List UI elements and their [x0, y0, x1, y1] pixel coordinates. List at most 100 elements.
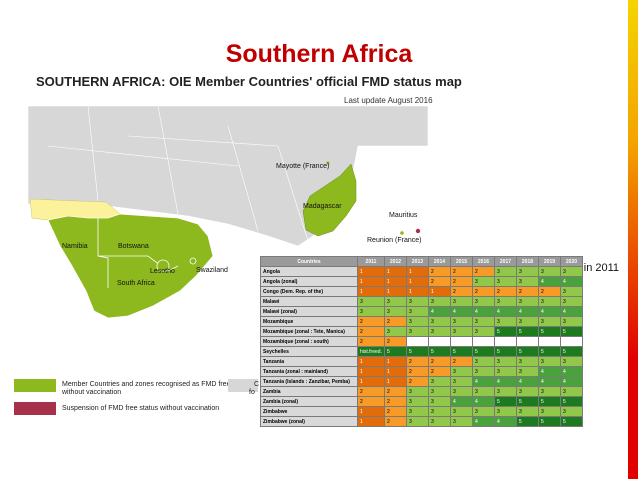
roadmap-stage-cell: 3 — [449, 386, 473, 397]
roadmap-country: Angola — [260, 266, 358, 277]
map-subtitle: SOUTHERN AFRICA: OIE Member Countries' o… — [36, 74, 462, 89]
roadmap-stage-cell: 3 — [405, 416, 429, 427]
label-mayotte: Mayotte (France) — [276, 163, 330, 170]
region-mauritius — [415, 228, 421, 234]
roadmap-stage-cell: 3 — [559, 406, 583, 417]
roadmap-stage-cell: 2 — [383, 416, 407, 427]
roadmap-stage-cell: 3 — [515, 386, 539, 397]
roadmap-country: Mozambique (zonal : Tete, Manica) — [260, 326, 358, 337]
roadmap-stage-cell: 3 — [537, 406, 561, 417]
roadmap-stage-cell: 3 — [405, 386, 429, 397]
legend-other-swatch — [228, 379, 258, 392]
roadmap-stage-cell: 2 — [405, 356, 429, 367]
roadmap-stage-cell: 5 — [493, 346, 517, 357]
region-southern-free — [47, 213, 214, 319]
roadmap-country: Zambia (zonal) — [260, 396, 358, 407]
roadmap-stage-cell: 1 — [383, 266, 407, 277]
legend-free-label: Member Countries and zones recognised as… — [62, 381, 231, 396]
roadmap-row: Malawi 3 3 3 3 3 3 3 3 3 3 — [260, 296, 583, 307]
roadmap-stage-cell: 2 — [357, 326, 385, 337]
roadmap-stage-cell: 3 — [427, 416, 451, 427]
roadmap-stage-cell: 1 — [357, 416, 385, 427]
roadmap-stage-cell: 4 — [515, 376, 539, 387]
roadmap-country: Malawi — [260, 296, 358, 307]
roadmap-stage-cell: 3 — [559, 356, 583, 367]
region-madagascar — [302, 163, 357, 237]
roadmap-stage-cell: 5 — [559, 326, 583, 337]
roadmap-stage-cell: 3 — [493, 266, 517, 277]
roadmap-header-year: 2020 — [559, 256, 583, 267]
roadmap-stage-cell: 5 — [493, 396, 517, 407]
roadmap-country: Tanzania (Islands : Zanzibar, Pemba) — [260, 376, 358, 387]
roadmap-stage-cell: 2 — [537, 286, 561, 297]
roadmap-header-year: 2012 — [383, 256, 407, 267]
roadmap-stage-cell — [537, 336, 561, 347]
roadmap-header-year: 2019 — [537, 256, 561, 267]
roadmap-stage-cell: 5 — [537, 416, 561, 427]
roadmap-stage-cell — [405, 336, 429, 347]
roadmap-stage-cell: 4 — [449, 396, 473, 407]
roadmap-row: Zambia 2 2 3 3 3 3 3 3 3 3 — [260, 386, 583, 397]
roadmap-stage-cell: 5 — [537, 346, 561, 357]
roadmap-row: Tanzania (zonal : mainland) 1 1 2 2 3 3 3 3 4 4 — [260, 366, 583, 377]
roadmap-stage-cell: 2 — [449, 356, 473, 367]
roadmap-stage-cell: 1 — [405, 286, 429, 297]
roadmap-stage-cell: 3 — [537, 316, 561, 327]
roadmap-stage-cell: 1 — [357, 376, 385, 387]
roadmap-stage-cell: 5 — [405, 346, 429, 357]
roadmap-stage-cell: 3 — [515, 406, 539, 417]
roadmap-row: Zimbabwe (zonal) 1 2 3 3 3 4 4 5 5 5 — [260, 416, 583, 427]
border-lines — [47, 106, 309, 242]
roadmap-stage-cell: 5 — [515, 346, 539, 357]
roadmap-stage-cell: 3 — [449, 376, 473, 387]
roadmap-stage-cell: 1 — [427, 286, 451, 297]
roadmap-stage-cell: 3 — [493, 356, 517, 367]
roadmap-stage-cell: 3 — [449, 296, 473, 307]
roadmap-stage-cell: 5 — [427, 346, 451, 357]
roadmap-country: Zambia — [260, 386, 358, 397]
roadmap-country: Zimbabwe — [260, 406, 358, 417]
roadmap-row: Zambia (zonal) 2 2 3 3 4 4 5 5 5 5 — [260, 396, 583, 407]
roadmap-stage-cell: 1 — [357, 356, 385, 367]
roadmap-stage-cell: 3 — [471, 386, 495, 397]
roadmap-stage-cell: 4 — [537, 366, 561, 377]
roadmap-stage-cell: 4 — [559, 366, 583, 377]
roadmap-stage-cell: 5 — [493, 326, 517, 337]
roadmap-stage-cell: 2 — [357, 386, 385, 397]
roadmap-row: Mozambique 2 2 3 3 3 3 3 3 3 3 — [260, 316, 583, 327]
map-last-update: Last update August 2016 — [344, 96, 433, 105]
roadmap-stage-cell: 2 — [515, 286, 539, 297]
roadmap-stage-cell: 3 — [427, 396, 451, 407]
roadmap-stage-cell: 5 — [471, 346, 495, 357]
roadmap-stage-cell: 3 — [493, 366, 517, 377]
page-title: Southern Africa — [225, 40, 413, 68]
roadmap-stage-cell: 4 — [427, 306, 451, 317]
label-south-africa: South Africa — [117, 280, 155, 287]
roadmap-row: Mozambique (zonal : south) 2 2 — [260, 336, 583, 347]
roadmap-stage-cell: 2 — [383, 336, 407, 347]
roadmap-stage-cell: 2 — [383, 406, 407, 417]
roadmap-stage-cell: 3 — [449, 326, 473, 337]
roadmap-header-row: Countries 2011 2012 2013 2014 2015 2016 2017 201… — [260, 256, 583, 267]
roadmap-stage-cell: 3 — [449, 406, 473, 417]
roadmap-stage-cell: 4 — [537, 376, 561, 387]
roadmap-stage-cell: 4 — [471, 306, 495, 317]
roadmap-stage-cell: 3 — [471, 366, 495, 377]
roadmap-stage-cell: 3 — [471, 326, 495, 337]
roadmap-header-year: 2018 — [515, 256, 539, 267]
label-madagascar: Madagascar — [303, 203, 342, 210]
roadmap-stage-cell: 2 — [357, 396, 385, 407]
roadmap-stage-cell: 3 — [559, 316, 583, 327]
roadmap-stage-cell: 3 — [405, 316, 429, 327]
roadmap-stage-cell — [515, 336, 539, 347]
roadmap-stage-cell: 3 — [405, 326, 429, 337]
roadmap-stage-cell: 2 — [405, 376, 429, 387]
roadmap-stage-cell: 5 — [559, 346, 583, 357]
roadmap-header-year: 2016 — [471, 256, 495, 267]
roadmap-stage-cell: 3 — [537, 356, 561, 367]
roadmap-stage-cell — [493, 336, 517, 347]
roadmap-stage-cell: 2 — [405, 366, 429, 377]
roadmap-country: Mozambique (zonal : south) — [260, 336, 358, 347]
roadmap-stage-cell: 4 — [449, 306, 473, 317]
roadmap-header-year: 2014 — [427, 256, 451, 267]
